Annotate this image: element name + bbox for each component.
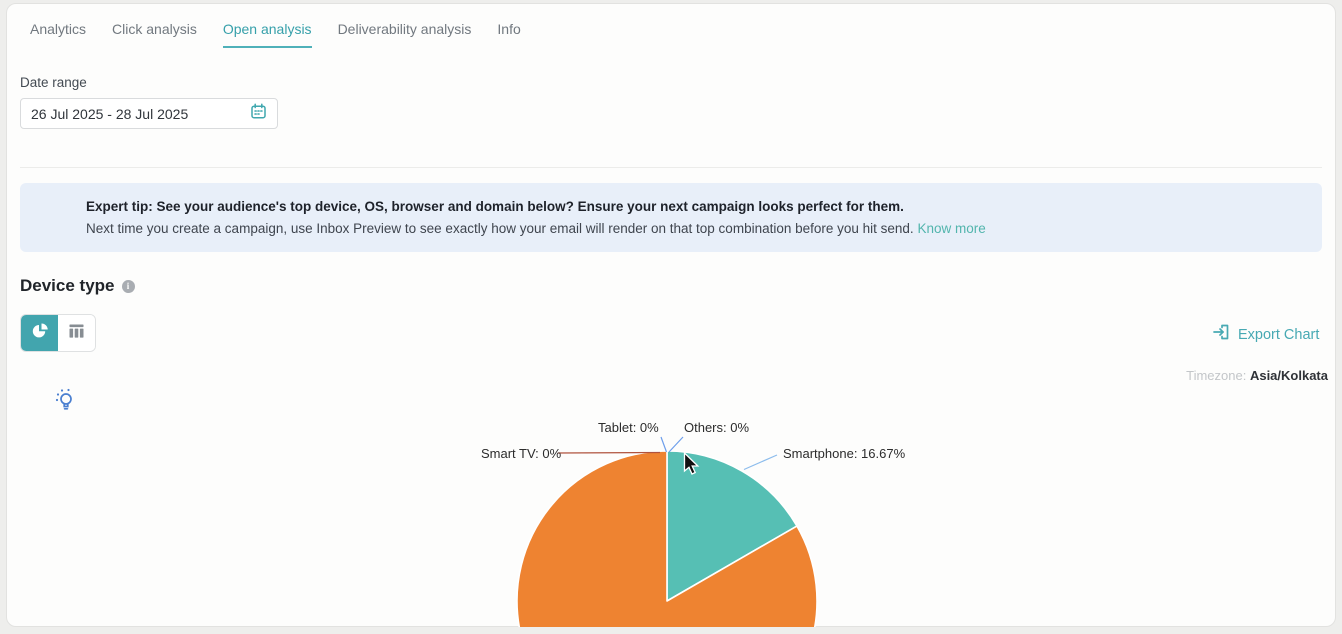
date-range-input[interactable]: 26 Jul 2025 - 28 Jul 2025: [20, 98, 278, 129]
tab-click-analysis[interactable]: Click analysis: [112, 21, 197, 37]
calendar-icon[interactable]: [250, 102, 267, 125]
smartphone-callout: Smartphone: 16.67%: [783, 446, 906, 461]
device-type-title: Device type i: [20, 276, 135, 296]
tablet-connector: [660, 436, 668, 453]
tab-analytics[interactable]: Analytics: [30, 21, 87, 37]
tab-info[interactable]: Info: [497, 21, 521, 37]
lightbulb-icon: [54, 388, 76, 418]
smarttv-callout: Smart TV: 0%: [481, 446, 562, 461]
pie-slices[interactable]: [516, 450, 818, 627]
smartphone-connector: [743, 454, 778, 471]
device-type-pie-chart[interactable]: [430, 400, 950, 627]
timezone-label: Timezone:: [1186, 368, 1247, 383]
export-chart-label: Export Chart: [1238, 326, 1320, 343]
info-icon[interactable]: i: [121, 279, 135, 293]
tip-body-sentence: Next time you create a campaign, use Inb…: [86, 221, 914, 236]
timezone-row: Timezone: Asia/Kolkata: [1186, 368, 1328, 383]
tab-deliverability-analysis[interactable]: Deliverability analysis: [337, 21, 472, 37]
pie-slice-smartphone[interactable]: [666, 450, 798, 602]
mouse-cursor: [683, 451, 700, 482]
others-callout: Others: 0%: [684, 420, 750, 435]
chart-view-toggle: [20, 314, 96, 352]
table-view-button[interactable]: [58, 315, 95, 351]
tip-bold-text: Expert tip: See your audience's top devi…: [86, 199, 904, 214]
smarttv-connector: [557, 451, 661, 454]
pie-view-button[interactable]: [21, 315, 58, 351]
expert-tip-banner: Expert tip: See your audience's top devi…: [20, 183, 1322, 410]
section-divider: [20, 167, 1322, 168]
device-type-title-text: Device type: [20, 276, 115, 295]
tab-open-analysis[interactable]: Open analysis: [222, 21, 312, 48]
tablet-callout: Tablet: 0%: [598, 420, 659, 435]
pie-slice-unlabeled[interactable]: [516, 450, 818, 627]
export-icon: [1212, 323, 1230, 346]
tab-bar: Analytics Click analysis Open analysis D…: [30, 21, 521, 48]
export-chart-button[interactable]: Export Chart: [1212, 323, 1319, 346]
timezone-value: Asia/Kolkata: [1249, 368, 1328, 383]
know-more-link[interactable]: Know more: [917, 221, 986, 236]
table-icon: [68, 323, 85, 344]
date-range-label: Date range: [20, 75, 87, 90]
others-connector: [668, 436, 684, 453]
pie-chart-icon: [31, 322, 49, 345]
tip-body-text: Next time you create a campaign, use Inb…: [86, 221, 986, 236]
date-range-value: 26 Jul 2025 - 28 Jul 2025: [31, 105, 189, 122]
